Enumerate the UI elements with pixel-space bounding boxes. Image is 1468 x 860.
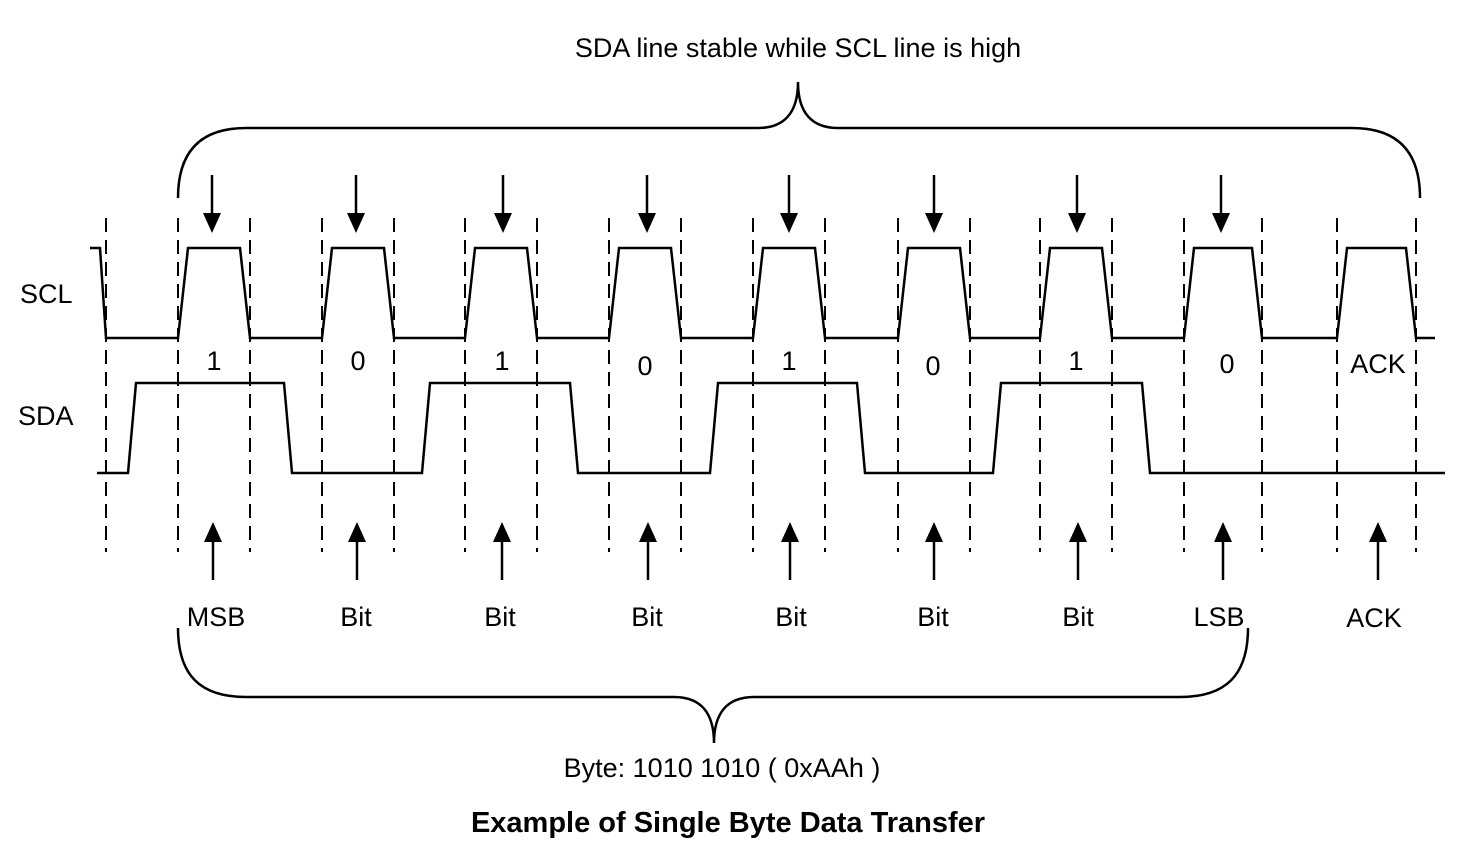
top-brace: [176, 81, 1422, 199]
bit-name-label: Bit: [1062, 602, 1094, 632]
bit-name-label: Bit: [340, 602, 372, 632]
down-arrow-head: [925, 213, 943, 233]
bit-value-label: 1: [1068, 346, 1083, 376]
bit-value-label: 1: [494, 346, 509, 376]
top-annotation: SDA line stable while SCL line is high: [575, 33, 1021, 63]
up-arrow-head: [1369, 522, 1387, 542]
down-arrow-head: [638, 213, 656, 233]
up-arrow-head: [639, 522, 657, 542]
down-arrow-head: [347, 213, 365, 233]
sda-waveform: [97, 381, 1445, 475]
down-arrow-head: [203, 213, 221, 233]
bit-name-label: LSB: [1193, 602, 1244, 632]
up-arrow-head: [204, 522, 222, 542]
bit-value-label: 0: [637, 351, 652, 381]
arrows: [203, 175, 1387, 580]
ack-name-label: ACK: [1346, 603, 1402, 633]
bit-value-label: 1: [206, 346, 221, 376]
down-arrow-head: [1068, 213, 1086, 233]
bit-name-label: MSB: [187, 602, 246, 632]
up-arrow-head: [925, 522, 943, 542]
up-arrow-head: [493, 522, 511, 542]
up-arrow-head: [1069, 522, 1087, 542]
up-arrow-head: [348, 522, 366, 542]
up-arrow-head: [781, 522, 799, 542]
bit-name-label: Bit: [631, 602, 663, 632]
dashed-guides: [105, 218, 1417, 552]
scl-waveform: [90, 246, 1435, 340]
bit-name-label: Bit: [917, 602, 949, 632]
bit-value-label: 0: [1219, 349, 1234, 379]
bit-value-label: 0: [350, 346, 365, 376]
bit-name-label: Bit: [484, 602, 516, 632]
down-arrow-head: [1212, 213, 1230, 233]
sda-label: SDA: [18, 401, 74, 431]
byte-annotation: Byte: 1010 1010 ( 0xAAh ): [564, 753, 881, 783]
ack-value-label: ACK: [1350, 349, 1406, 379]
down-arrow-head: [780, 213, 798, 233]
up-arrow-head: [1214, 522, 1232, 542]
bit-name-label: Bit: [775, 602, 807, 632]
scl-label: SCL: [20, 279, 73, 309]
bit-value-label: 0: [925, 351, 940, 381]
diagram-caption: Example of Single Byte Data Transfer: [471, 807, 985, 839]
bit-value-label: 1: [781, 346, 796, 376]
down-arrow-head: [494, 213, 512, 233]
bottom-brace: [176, 627, 1250, 744]
